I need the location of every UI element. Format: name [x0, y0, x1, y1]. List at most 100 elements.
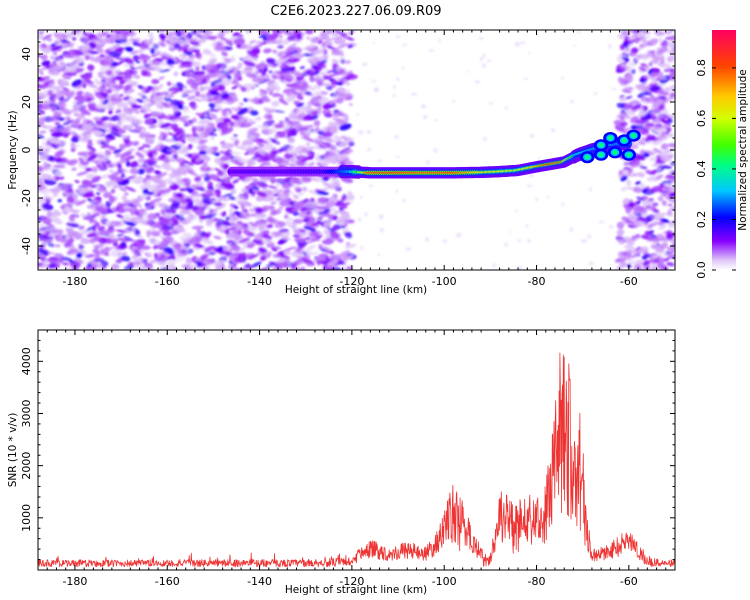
noise-blob [160, 101, 170, 108]
noise-blob [244, 67, 254, 71]
noise-blob [148, 125, 157, 129]
noise-blob [262, 75, 272, 78]
noise-blob [74, 257, 85, 264]
noise-blob [253, 69, 260, 73]
noise-blob [111, 206, 117, 212]
noise-blob [105, 180, 116, 186]
noise-blob [664, 86, 670, 93]
noise-blob [275, 182, 280, 188]
noise-blob [344, 232, 353, 239]
noise-blob [139, 53, 147, 59]
noise-blob [152, 244, 159, 250]
noise-blob [159, 122, 170, 128]
noise-blob [91, 166, 98, 173]
noise-blob [647, 38, 659, 46]
noise-blob [58, 102, 67, 109]
noise-speck [395, 35, 401, 39]
noise-blob [320, 260, 328, 266]
noise-blob [276, 70, 290, 75]
noise-blob [186, 248, 194, 255]
noise-blob [338, 89, 351, 93]
y-tick-label: 3000 [20, 399, 33, 427]
noise-blob [310, 222, 321, 227]
noise-blob [309, 87, 316, 91]
noise-blob [93, 77, 99, 84]
noise-blob [61, 79, 67, 85]
noise-blob [137, 168, 145, 175]
noise-blob [165, 155, 176, 162]
noise-blob [347, 44, 354, 48]
noise-blob [97, 225, 106, 232]
noise-blob [307, 154, 315, 160]
noise-blob [85, 167, 93, 172]
noise-blob [132, 41, 140, 47]
noise-blob [88, 150, 96, 157]
noise-blob [631, 68, 636, 75]
noise-blob [258, 78, 271, 84]
noise-speck [479, 56, 483, 62]
noise-blob [258, 138, 269, 145]
noise-blob [181, 93, 189, 98]
noise-blob [159, 69, 171, 73]
noise-blob [647, 176, 656, 181]
noise-blob [348, 141, 355, 147]
noise-blob [289, 200, 295, 206]
noise-blob [233, 205, 239, 210]
noise-blob [100, 117, 106, 122]
noise-blob [66, 222, 80, 228]
noise-blob [147, 32, 154, 38]
noise-blob [312, 64, 319, 71]
noise-blob [232, 178, 240, 184]
noise-blob [41, 60, 51, 67]
noise-blob [43, 221, 55, 227]
noise-blob [206, 69, 216, 74]
noise-blob [188, 167, 196, 173]
noise-blob [304, 91, 312, 96]
noise-blob [140, 193, 149, 200]
noise-blob [640, 96, 646, 103]
noise-blob [241, 141, 247, 147]
noise-blob [246, 242, 255, 249]
noise-blob [619, 122, 628, 127]
noise-blob [629, 160, 641, 168]
noise-blob [301, 71, 311, 77]
noise-blob [309, 75, 315, 83]
noise-blob [158, 136, 163, 140]
noise-blob [175, 192, 184, 199]
noise-blob [333, 38, 346, 45]
noise-blob [63, 133, 69, 138]
noise-blob [207, 181, 214, 188]
noise-blob [282, 124, 292, 131]
noise-blob [117, 113, 127, 119]
noise-blob [78, 225, 85, 230]
noise-speck [608, 44, 612, 49]
colorbar-gradient [712, 30, 736, 270]
noise-blob [637, 85, 649, 92]
noise-blob [326, 260, 338, 268]
noise-blob [138, 263, 146, 270]
noise-blob [149, 228, 156, 232]
noise-blob [182, 61, 193, 65]
snr-panel: -180 -160 -140 -120 -100 -80 -60 1000 2000 3000 40… [7, 329, 676, 596]
noise-speck [517, 239, 521, 243]
noise-speck [569, 227, 574, 232]
noise-blob [323, 221, 332, 227]
noise-blob [82, 82, 87, 89]
noise-blob [621, 56, 630, 62]
noise-blob [48, 262, 56, 269]
noise-blob [339, 123, 352, 131]
noise-blob [317, 106, 322, 112]
noise-speck [428, 49, 435, 52]
noise-blob [59, 184, 69, 192]
noise-blob [268, 261, 278, 266]
noise-speck [364, 212, 369, 217]
noise-blob [75, 90, 84, 96]
noise-blob [53, 164, 66, 169]
noise-blob [246, 98, 257, 103]
noise-blob [263, 114, 274, 120]
noise-blob [659, 118, 671, 126]
noise-blob [291, 184, 301, 190]
noise-blob [188, 152, 201, 159]
noise-blob [237, 62, 243, 69]
noise-blob [138, 176, 144, 180]
